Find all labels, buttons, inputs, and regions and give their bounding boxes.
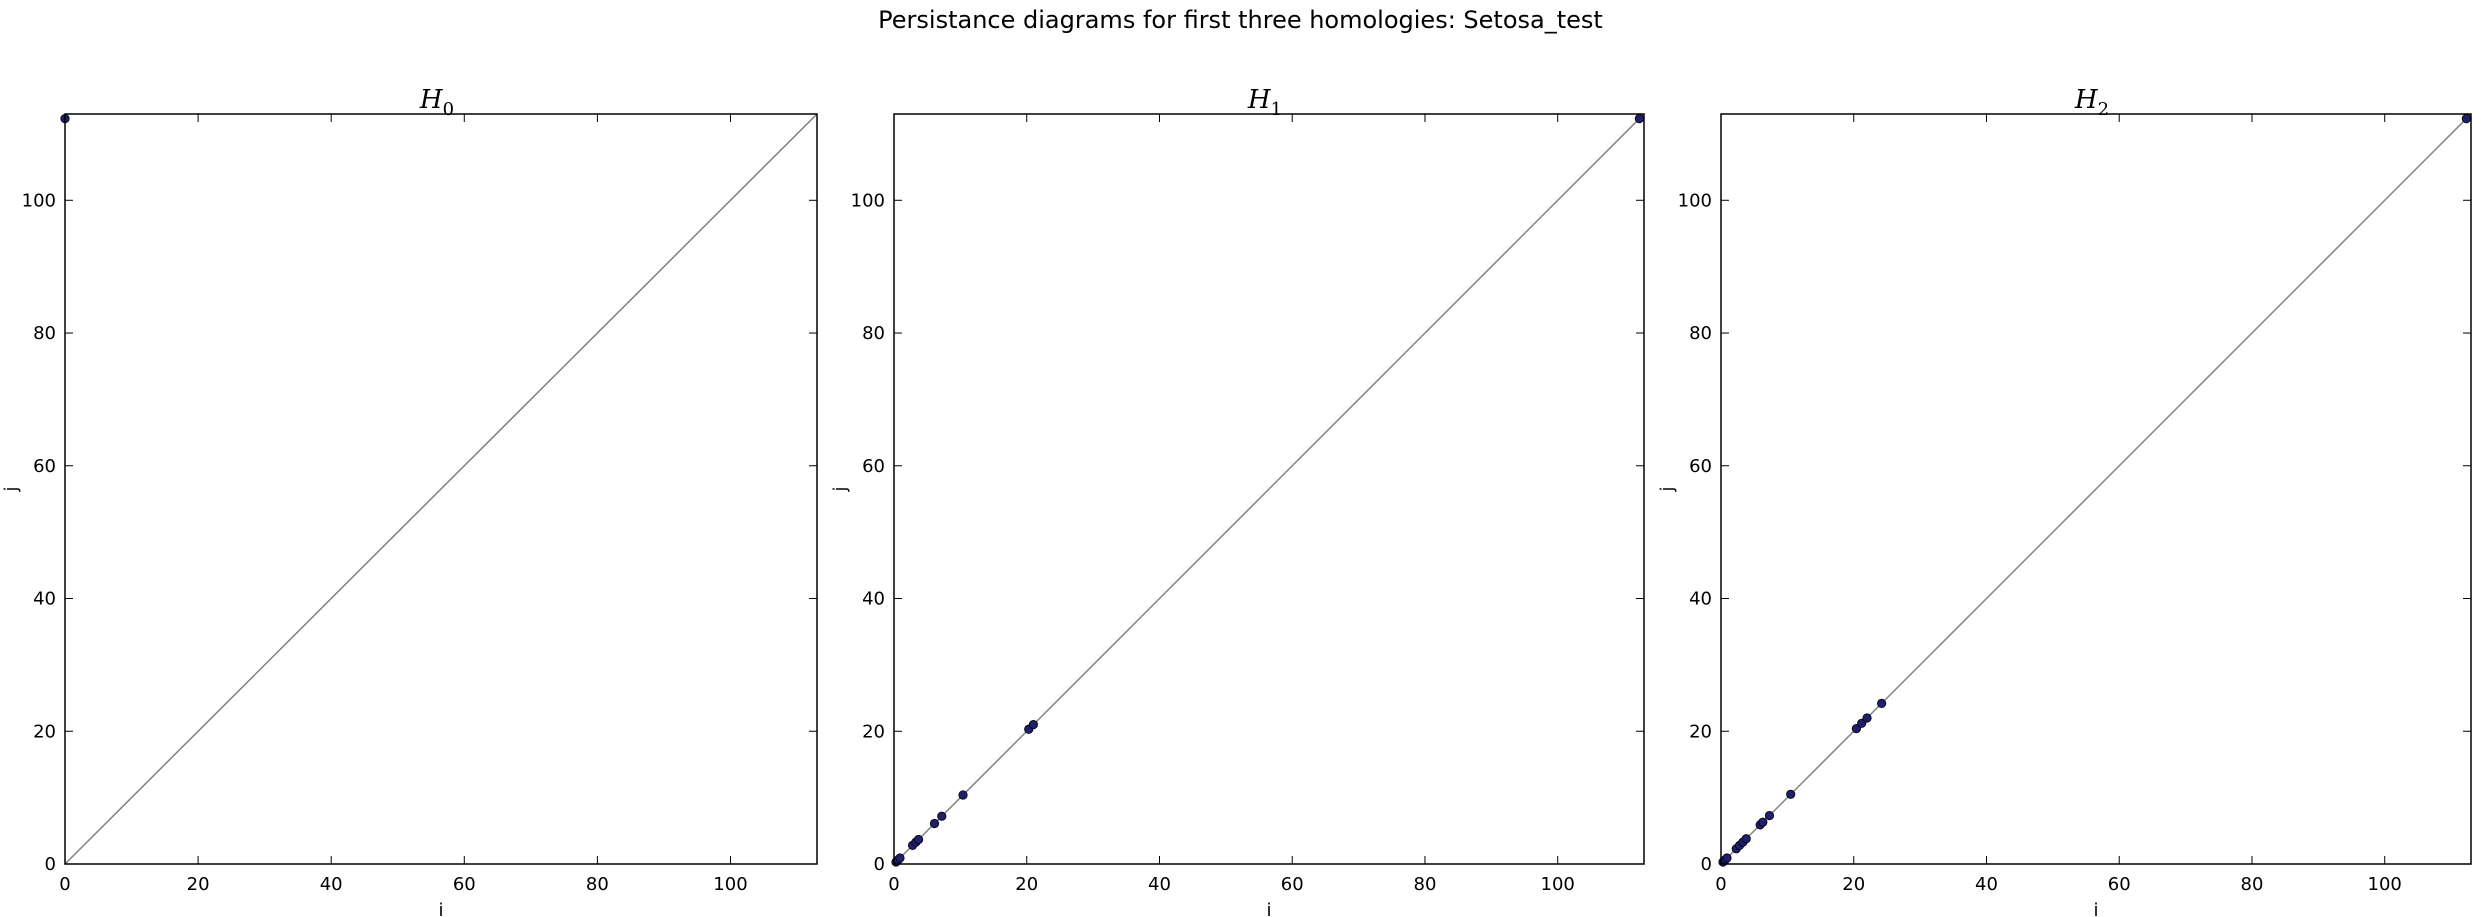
x-tick-label: 100	[2368, 874, 2402, 895]
diagonal-line	[64, 113, 818, 865]
panel-title-main: H	[419, 85, 444, 115]
x-axis-label: i	[438, 900, 443, 917]
y-tick-label: 40	[33, 589, 56, 610]
x-tick-label: 60	[2108, 874, 2131, 895]
axes-frame	[893, 113, 1645, 865]
x-tick-label: 40	[320, 874, 343, 895]
panel-title-main: H	[2074, 85, 2099, 115]
data-point	[1877, 698, 1887, 708]
y-tick-label: 0	[874, 854, 885, 875]
y-tick-label: 60	[862, 456, 885, 477]
y-tick-label: 60	[33, 456, 56, 477]
y-tick-label: 100	[22, 190, 56, 211]
y-tick-label: 80	[862, 323, 885, 344]
data-point	[1786, 789, 1796, 799]
data-point	[929, 818, 940, 829]
x-tick-label: 40	[1148, 874, 1171, 895]
y-tick-label: 40	[862, 589, 885, 610]
y-tick-label: 100	[1678, 190, 1712, 211]
x-tick-label: 80	[1414, 874, 1437, 895]
x-tick-label: 100	[713, 874, 747, 895]
x-tick-label: 0	[888, 874, 899, 895]
y-tick-label: 80	[33, 323, 56, 344]
y-tick-label: 40	[1689, 589, 1712, 610]
panel-title: H2	[2074, 85, 2109, 120]
panel-title-main: H	[1247, 85, 1272, 115]
data-point	[895, 853, 905, 863]
data-point	[2461, 114, 2471, 124]
data-point	[913, 834, 924, 845]
diagonal-line	[1720, 113, 2472, 865]
x-tick-label: 0	[1715, 874, 1726, 895]
data-point	[1722, 853, 1732, 863]
x-tick-label: 60	[1281, 874, 1304, 895]
x-tick-label: 0	[59, 874, 70, 895]
figure-title: Persistance diagrams for first three hom…	[878, 6, 1603, 34]
y-tick-label: 0	[1701, 854, 1712, 875]
y-tick-label: 60	[1689, 456, 1712, 477]
axes-frame	[1720, 113, 2472, 865]
y-axis-label: j	[830, 486, 851, 492]
panel-title: H0	[419, 85, 454, 120]
data-point	[1758, 817, 1768, 827]
panel-title-subscript: 0	[443, 99, 454, 120]
x-tick-label: 20	[187, 874, 210, 895]
y-tick-label: 20	[33, 721, 56, 742]
data-point	[1634, 114, 1644, 124]
panel-h1: 0 20 40 60 80 100 0 20 40 60 80 100 i j H1	[830, 85, 1645, 917]
axes-frame	[64, 113, 818, 865]
y-tick-label: 80	[1689, 323, 1712, 344]
x-tick-label: 80	[2241, 874, 2264, 895]
y-tick-label: 100	[851, 190, 885, 211]
data-point	[1028, 720, 1038, 730]
x-axis-label: i	[2093, 900, 2098, 917]
x-tick-label: 40	[1975, 874, 1998, 895]
y-axis-label: j	[1, 486, 22, 492]
x-tick-label: 20	[1015, 874, 1038, 895]
x-tick-label: 80	[586, 874, 609, 895]
panel-title-subscript: 2	[2098, 99, 2109, 120]
x-tick-label: 20	[1842, 874, 1865, 895]
y-axis-label: j	[1657, 486, 1678, 492]
y-tick-label: 20	[1689, 721, 1712, 742]
data-point	[937, 811, 947, 821]
x-axis-label: i	[1266, 900, 1271, 917]
data-point	[958, 790, 968, 800]
panel-h2: 0 20 40 60 80 100 0 20 40 60 80 100 i j H2	[1657, 85, 2472, 917]
panel-title-subscript: 1	[1271, 99, 1282, 120]
diagonal-line	[893, 113, 1645, 865]
data-point	[1862, 713, 1872, 723]
x-tick-label: 100	[1541, 874, 1575, 895]
data-point	[1741, 834, 1751, 844]
y-tick-label: 20	[862, 721, 885, 742]
x-tick-label: 60	[453, 874, 476, 895]
data-point	[1764, 810, 1775, 821]
panel-title: H1	[1247, 85, 1282, 120]
y-tick-label: 0	[45, 854, 56, 875]
